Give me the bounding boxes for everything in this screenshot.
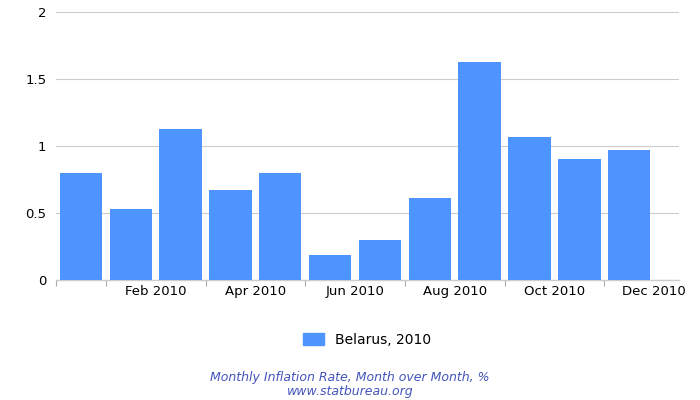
Bar: [160, 128, 202, 280]
Bar: [508, 137, 551, 280]
Legend: Belarus, 2010: Belarus, 2010: [298, 327, 437, 352]
Bar: [209, 190, 251, 280]
Bar: [359, 240, 401, 280]
Bar: [309, 254, 351, 280]
Bar: [110, 209, 152, 280]
Text: www.statbureau.org: www.statbureau.org: [287, 386, 413, 398]
Bar: [558, 159, 601, 280]
Bar: [608, 150, 650, 280]
Bar: [259, 173, 302, 280]
Bar: [458, 62, 500, 280]
Bar: [409, 198, 451, 280]
Bar: [60, 173, 102, 280]
Text: Monthly Inflation Rate, Month over Month, %: Monthly Inflation Rate, Month over Month…: [210, 372, 490, 384]
